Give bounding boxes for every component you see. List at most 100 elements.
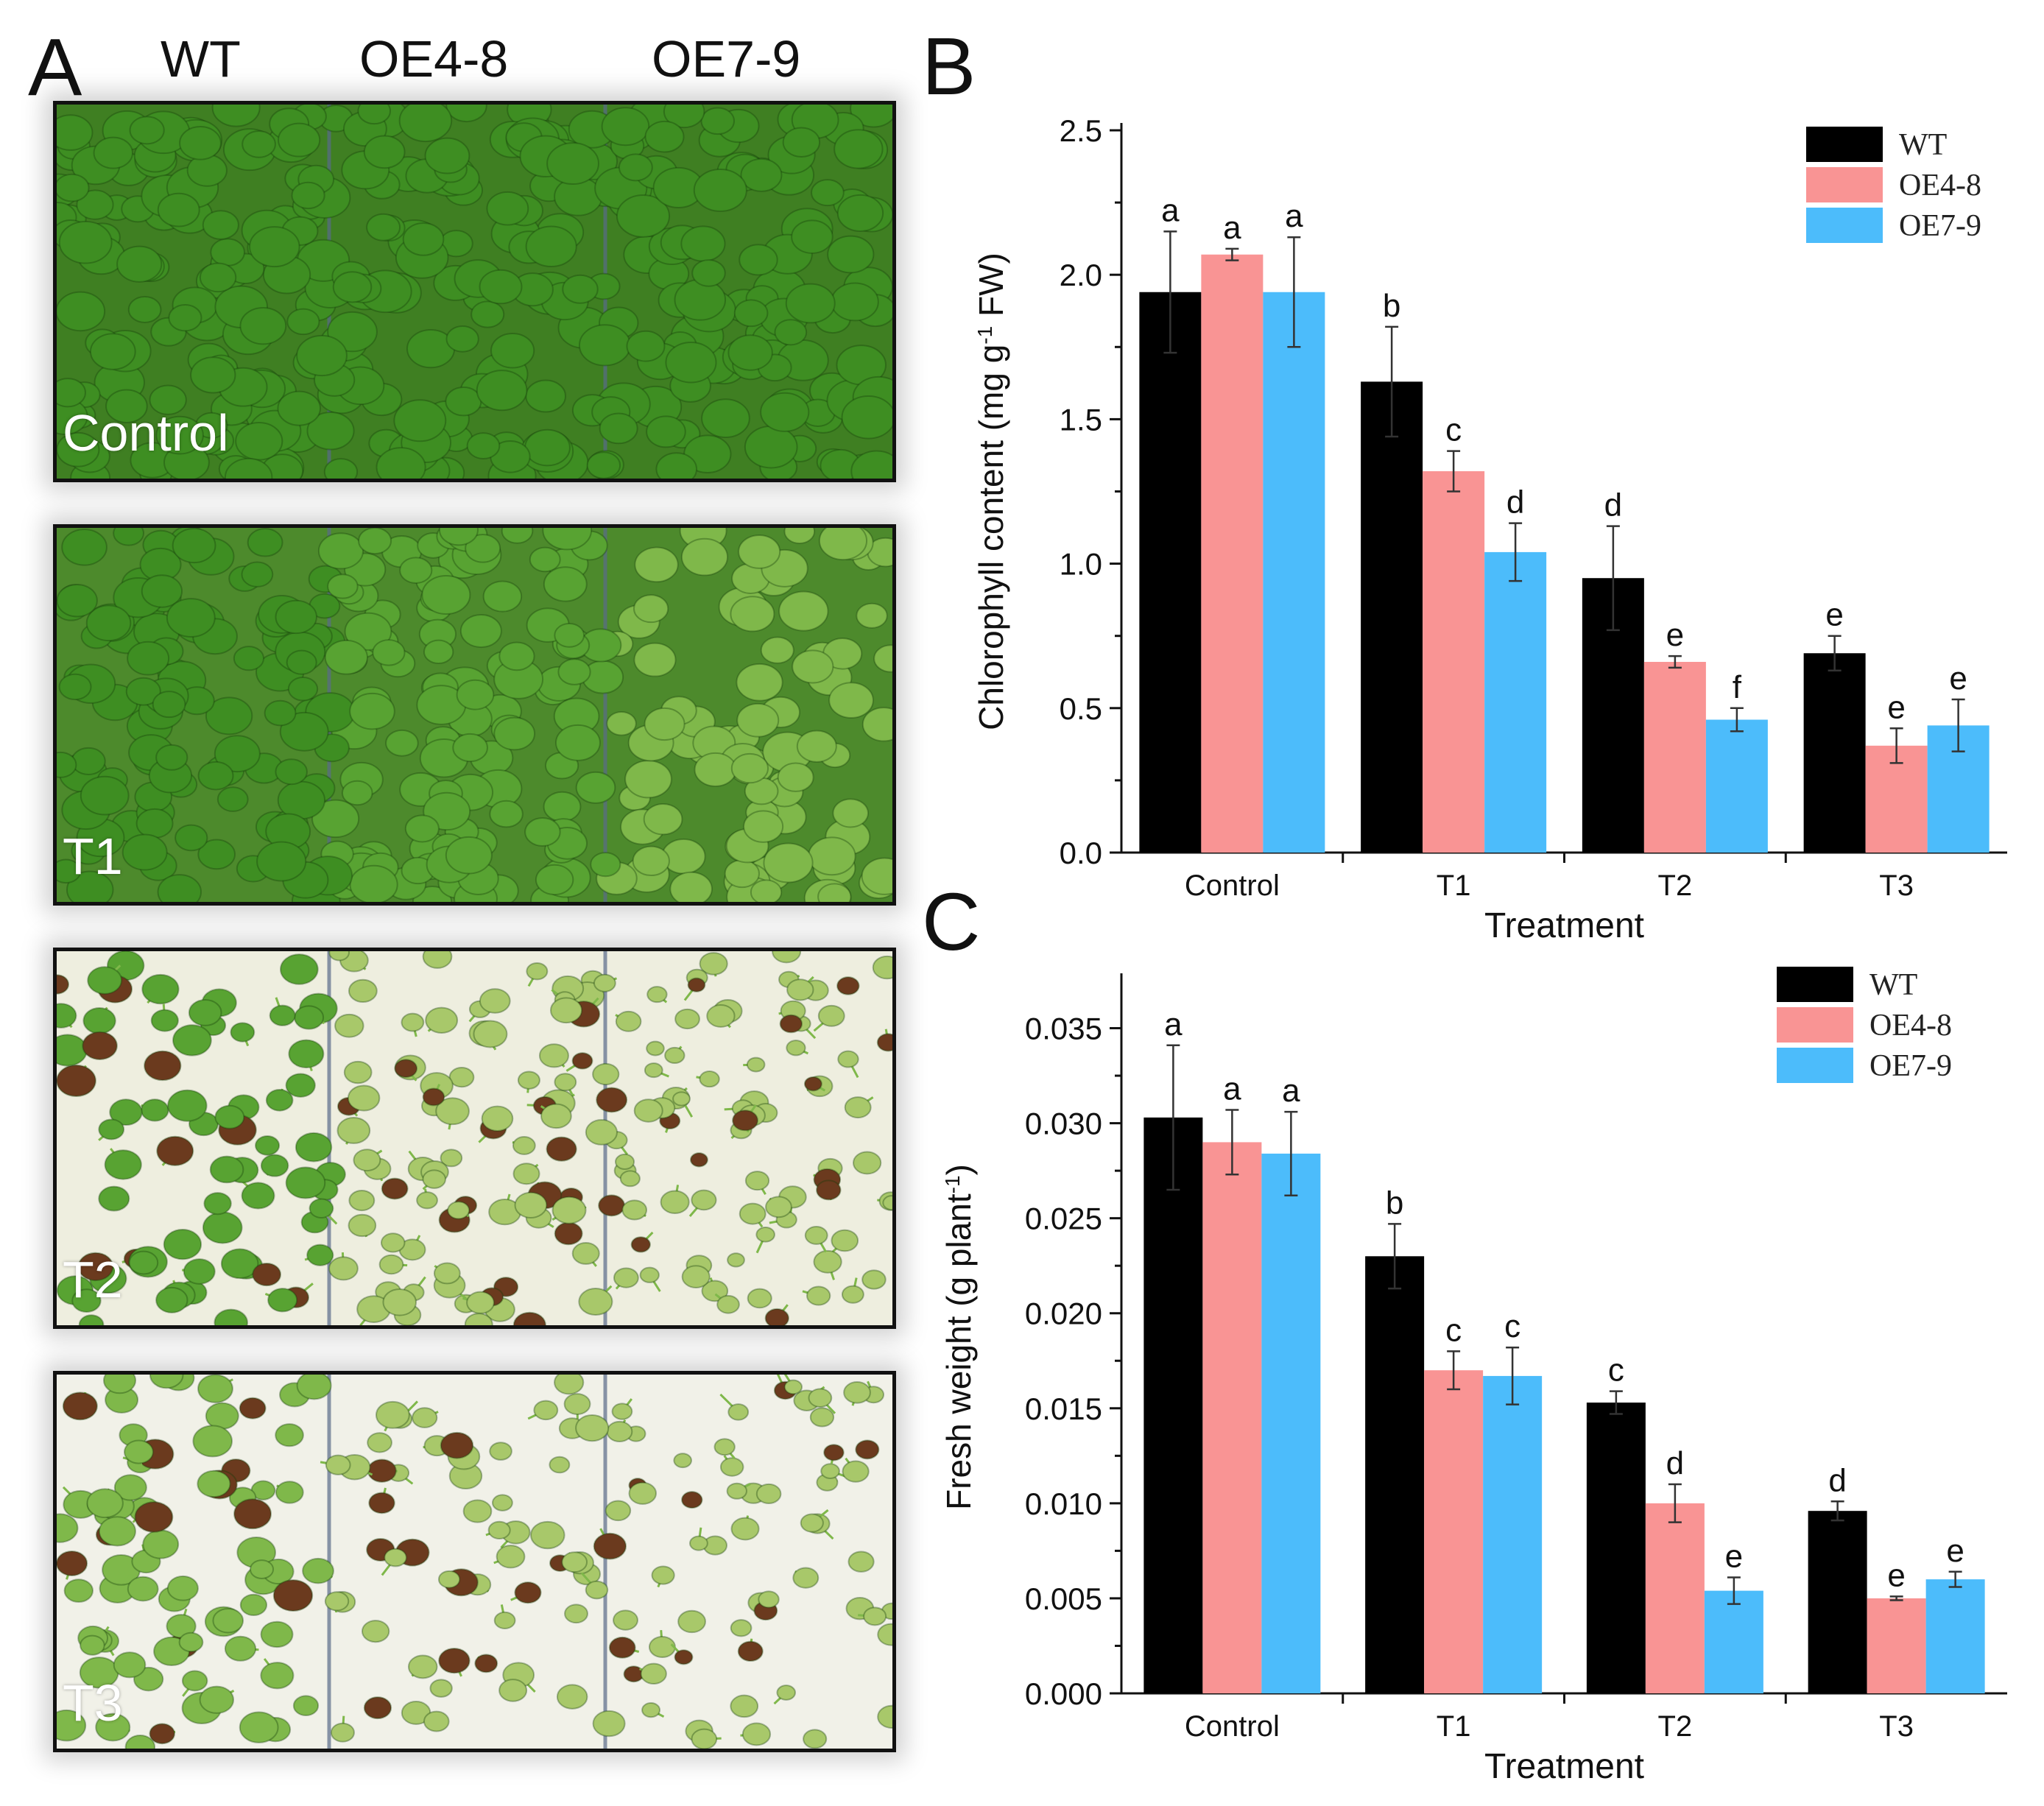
seedling-leaf [644,1062,663,1079]
y-tick-label: 2.0 [1060,258,1102,292]
seedling-leaf [152,691,186,719]
y-tick-label: 0.5 [1060,691,1102,726]
seedling-leaf [150,1009,179,1032]
seedling-leaf [172,1024,212,1057]
seedling-leaf [786,978,814,1001]
seedling-leaf [733,299,769,328]
seedling-leaf [479,988,511,1014]
seedling-leaf [58,220,113,264]
seedling-leaf [639,1266,660,1283]
seedling-leaf [813,1249,842,1274]
seedling-leaf [674,1649,694,1665]
seedling-leaf [57,173,90,202]
seedling-leaf [882,1195,892,1211]
seedling-leaf [288,1039,325,1069]
seedling-leaf [490,333,535,369]
seedling-leaf [127,296,162,323]
seedling-leaf [689,1535,708,1551]
significance-letter: a [1161,192,1180,228]
seedling-leaf [669,871,713,902]
y-tick-label: 0.030 [1025,1107,1102,1141]
seedling-leaf [486,191,529,226]
legend-label-wt: WT [1869,968,1917,1002]
seedling-leaf [241,561,274,588]
seedling-leaf [384,1548,407,1567]
seedling-leaf [267,1288,298,1313]
seedling-leaf [465,534,501,563]
seedling-leaf [348,978,378,1003]
seedling-leaf [792,1567,820,1589]
seedling-leaf [440,1431,474,1459]
seedling-leaf [877,1623,892,1646]
seedling-leaf [327,574,359,599]
bar-wt-t3 [1803,653,1866,853]
seedling-leaf [493,716,536,751]
seedling-leaf [89,333,136,370]
seedling-leaf [496,1545,526,1569]
seedling-leaf [624,760,672,799]
seedling-leaf [739,1202,766,1225]
seedling-leaf [747,1288,772,1309]
seedling-leaf [375,1400,410,1429]
seedling-leaf [831,1229,859,1252]
seedling-leaf [241,1182,275,1210]
seedling-leaf [109,1098,143,1126]
seedling-leaf [730,596,775,632]
panel-b-letter: B [922,21,976,112]
seedling-leaf [792,649,834,684]
seedling-leaf [199,1685,235,1714]
seedling-leaf [634,546,679,583]
seedling-leaf [209,1155,244,1184]
bar-wt-control [1143,1117,1203,1693]
legend-swatch-wt [1806,127,1883,162]
seedling-leaf [98,1185,130,1212]
seedling-leaf [166,1575,199,1601]
seedling-leaf [473,1020,508,1048]
legend-swatch-oe7-9 [1777,1048,1853,1083]
bar-oe7-9-t1 [1483,1375,1543,1693]
seedling-leaf [149,1375,184,1389]
seedling-leaf [211,105,261,127]
chart-b-chlorophyll: 0.0 0.5 1.0 1.5 2.0 2.5 Chlorophyll content (m… [922,21,2007,945]
seedling-leaf [811,179,845,207]
seedling-leaf [216,786,249,812]
seedling-leaf [663,105,705,129]
seedling-leaf [278,122,321,158]
seedling-leaf [706,1004,736,1028]
seedling-leaf [285,1073,316,1098]
seedling-leaf [179,126,222,161]
seedling-leaf [855,1439,880,1460]
seedling-leaf [856,602,888,629]
seedling-leaf [699,952,728,976]
seedling-leaf [393,399,447,442]
bar-wt-t3 [1808,1511,1867,1693]
seedling-leaf [367,1432,392,1453]
seedling-leaf [224,1635,257,1662]
seedling-leaf [861,857,892,895]
seedling-leaf [804,1225,828,1245]
seedling-leaf [233,1498,272,1530]
seedling-leaf [93,136,133,169]
seedling-leaf [554,622,585,648]
seedling-leaf [144,1050,182,1082]
seedling-photo-t1: T1 [53,524,896,906]
seedling-leaf [275,599,317,635]
seedling-leaf [693,168,747,212]
seedling-leaf [613,1267,639,1288]
seedling-leaf [817,883,852,902]
seedling-leaf [616,194,671,238]
seedling-leaf [783,1379,803,1395]
y-tick-label: 0.035 [1025,1012,1102,1046]
seedling-leaf [533,1400,559,1421]
seedling-leaf [466,1291,495,1314]
y-tick-label: 1.5 [1060,402,1102,437]
seedling-leaf [306,1244,334,1266]
seedling-leaf [554,1375,585,1395]
seedling-leaf [655,452,698,479]
seedling-leaf [188,998,222,1026]
seedling-leaf [224,457,273,479]
seedling-leaf [613,1609,638,1631]
seedling-leaf [63,1579,94,1603]
seedling-leaf [336,1116,371,1144]
seedling-leaf [646,986,668,1003]
